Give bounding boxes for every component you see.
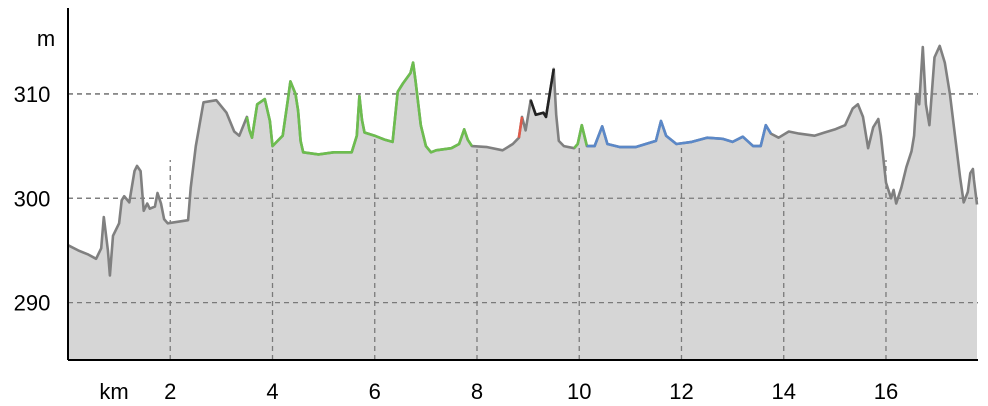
x-axis-unit-label: km <box>99 379 128 404</box>
x-tick-label: 14 <box>771 379 795 404</box>
elevation-segment <box>573 123 589 150</box>
x-tick-label: 4 <box>266 379 278 404</box>
x-tick-label: 6 <box>369 379 381 404</box>
y-tick-label: 300 <box>14 186 51 211</box>
elevation-segment <box>529 68 555 119</box>
elevation-line <box>67 44 979 277</box>
x-tick-labels: 2 4 6 8 10 12 14 16 <box>164 379 898 404</box>
y-tick-label: 290 <box>14 291 51 316</box>
x-tick-label: 2 <box>164 379 176 404</box>
x-tick-label: 12 <box>669 379 693 404</box>
elevation-area <box>68 45 977 361</box>
y-tick-labels: 290 300 310 <box>14 82 51 316</box>
elevation-segment <box>517 116 524 138</box>
x-tick-label: 16 <box>874 379 898 404</box>
x-tick-label: 8 <box>471 379 483 404</box>
y-axis-unit-label: m <box>37 26 55 51</box>
elevation-line-segments <box>67 44 979 277</box>
x-tick-label: 10 <box>567 379 591 404</box>
elevation-segment <box>586 119 773 149</box>
y-tick-label: 310 <box>14 82 51 107</box>
grid-overlay <box>68 93 978 360</box>
axes <box>67 8 978 361</box>
elevation-segment <box>245 61 473 156</box>
